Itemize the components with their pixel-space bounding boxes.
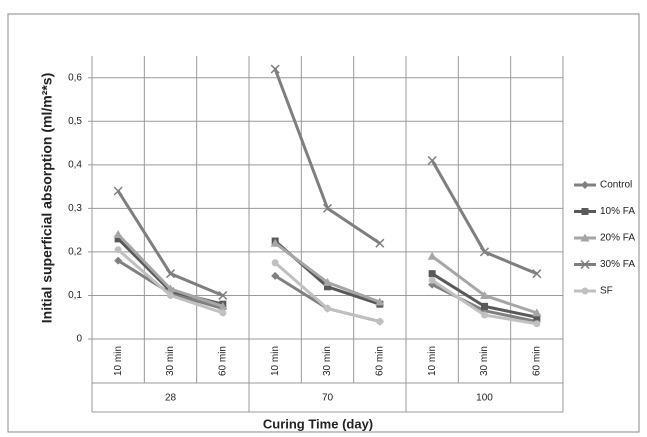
legend-label: Control <box>600 180 632 191</box>
data-point <box>324 283 331 291</box>
data-point <box>533 313 541 321</box>
data-point <box>167 291 174 299</box>
x-tick-label: 60 min <box>374 346 385 376</box>
legend-label: 20% FA <box>600 233 635 244</box>
data-point <box>428 276 436 284</box>
legend-marker <box>581 208 589 215</box>
y-tick-label: 0,3 <box>68 203 82 214</box>
data-point <box>270 64 280 74</box>
data-point <box>114 256 123 265</box>
legend-label: 30% FA <box>600 259 635 270</box>
data-point <box>481 302 488 310</box>
data-point <box>270 238 280 247</box>
data-point <box>322 203 333 213</box>
data-point <box>428 270 436 278</box>
data-point <box>166 284 175 293</box>
data-point <box>114 246 122 254</box>
data-point <box>376 318 384 326</box>
legend-label: 10% FA <box>600 206 635 217</box>
x-tick-label: 30 min <box>479 346 490 376</box>
data-point <box>427 155 437 166</box>
x-axis-title: Curing Time (day) <box>263 416 373 431</box>
data-point <box>218 290 228 300</box>
legend-marker <box>580 233 590 242</box>
legend-marker <box>581 287 589 295</box>
data-point <box>165 269 176 279</box>
data-point <box>480 290 489 299</box>
data-point <box>427 251 437 260</box>
data-point <box>113 230 123 239</box>
y-tick-label: 0,4 <box>68 159 82 170</box>
y-tick-label: 0,5 <box>68 116 82 127</box>
x-tick-label: 10 min <box>427 346 438 376</box>
x-tick-label: 30 min <box>322 346 333 376</box>
x-tick-label: 10 min <box>113 346 124 376</box>
legend-label: SF <box>600 286 613 297</box>
data-point <box>375 238 385 248</box>
data-point <box>114 235 122 243</box>
data-point <box>375 297 385 306</box>
data-point <box>113 186 123 196</box>
data-point <box>533 320 541 328</box>
data-point <box>218 301 228 310</box>
x-tick-label: 30 min <box>165 346 176 376</box>
data-point <box>532 308 542 317</box>
x-tick-label: 60 min <box>531 346 542 376</box>
y-tick-label: 0,1 <box>68 290 82 301</box>
y-axis-title: Initial superficial absorption (ml/m²*s) <box>39 73 55 323</box>
y-tick-label: 0,6 <box>68 72 82 83</box>
x-tick-label: 60 min <box>217 346 228 376</box>
legend-marker <box>581 181 589 189</box>
data-point <box>271 259 279 267</box>
group-label: 70 <box>322 393 334 404</box>
group-label: 28 <box>165 393 177 404</box>
data-point <box>219 309 227 317</box>
legend-marker <box>580 259 590 270</box>
data-point <box>532 269 542 279</box>
data-point <box>479 247 490 257</box>
data-point <box>271 271 280 280</box>
y-tick-label: 0 <box>76 334 82 345</box>
y-tick-label: 0,2 <box>68 247 82 258</box>
chart-border <box>7 13 640 433</box>
data-point <box>481 311 488 319</box>
x-tick-label: 10 min <box>270 346 281 376</box>
group-label: 100 <box>476 393 493 404</box>
data-point <box>324 305 331 313</box>
data-point <box>323 277 332 286</box>
